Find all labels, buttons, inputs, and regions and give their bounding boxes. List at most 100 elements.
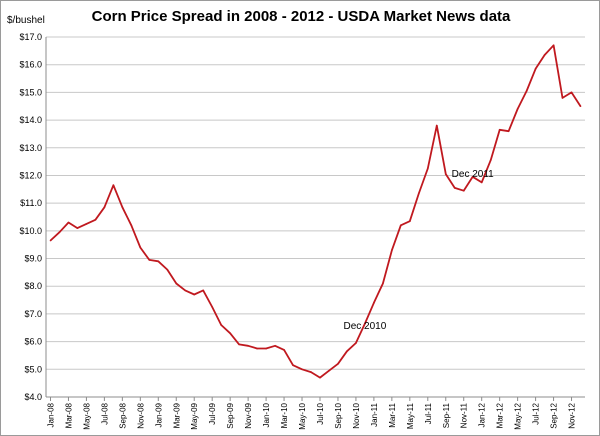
x-tick-label: Jan-12 (478, 402, 487, 427)
x-tick-label: Sep-12 (550, 402, 559, 428)
x-tick-label: Nov-09 (244, 402, 253, 428)
x-tick-label: Sep-08 (118, 402, 127, 428)
series-group (49, 44, 582, 379)
data-point (121, 206, 124, 209)
x-tick-label: Jan-10 (262, 402, 271, 427)
x-tick-label: Mar-11 (388, 402, 397, 427)
x-tick-label: Sep-09 (226, 402, 235, 428)
x-tick-label: Mar-10 (280, 402, 289, 428)
data-point (346, 350, 348, 353)
data-point (67, 221, 70, 224)
x-tick-label: May-12 (514, 402, 523, 429)
y-axis-label: $/bushel (7, 15, 45, 26)
y-tick-label: $12.0 (19, 170, 42, 180)
annotation-label: Dec 2010 (344, 321, 387, 332)
data-point (58, 231, 61, 234)
y-tick-label: $4.0 (24, 392, 42, 402)
x-tick-label: Jul-09 (208, 402, 217, 424)
y-tick-label: $11.0 (20, 198, 42, 208)
data-point (525, 90, 528, 92)
data-point (94, 218, 97, 221)
data-point (570, 91, 573, 94)
data-point (355, 342, 357, 344)
data-point (391, 249, 393, 252)
data-point (229, 332, 231, 335)
data-point (543, 54, 546, 56)
data-point (157, 260, 160, 263)
data-point (211, 306, 213, 308)
data-point (498, 128, 501, 131)
data-point (516, 108, 519, 110)
y-tick-label: $8.0 (24, 281, 42, 291)
data-point (274, 344, 276, 347)
y-tick-labels: $4.0 $5.0 $6.0 $7.0 $8.0 $9.0 $10.0 $11.0 $12.0 $… (19, 32, 42, 402)
data-point (507, 130, 510, 132)
y-tick-label: $13.0 (19, 143, 42, 153)
data-point (471, 176, 474, 178)
data-point (435, 124, 438, 127)
y-tick-label: $15.0 (19, 87, 42, 97)
x-tick-label: May-08 (82, 402, 91, 429)
data-point (166, 268, 169, 271)
y-tick-label: $14.0 (19, 115, 42, 125)
x-tick-label: Jul-12 (532, 402, 541, 424)
data-point (85, 223, 88, 225)
x-tick-label: Mar-08 (64, 402, 73, 428)
data-point (130, 224, 133, 227)
data-point (400, 224, 402, 227)
data-point (426, 167, 429, 170)
y-tick-label: $6.0 (24, 337, 42, 347)
x-tick-label: Jan-08 (46, 402, 55, 427)
x-tick-label: Mar-12 (496, 402, 505, 428)
y-tick-label: $17.0 (19, 32, 42, 42)
x-tick-label: May-10 (298, 402, 307, 429)
x-tick-labels: Jan-08 Mar-08 May-08 Jul-08 Sep-08 Nov-08 Jan-… (46, 402, 576, 429)
data-point (148, 259, 151, 261)
x-tick-label: Jul-11 (424, 402, 433, 424)
data-point (444, 173, 447, 175)
y-tick-label: $10.0 (19, 226, 42, 236)
data-point (49, 239, 52, 242)
x-tick-label: Nov-10 (352, 402, 361, 428)
data-point (310, 371, 312, 373)
data-point (552, 44, 555, 47)
data-point (534, 68, 537, 70)
data-point (112, 184, 115, 186)
data-point (301, 368, 303, 371)
y-tick-label: $9.0 (24, 254, 42, 264)
x-tick-label: Jan-11 (370, 402, 379, 426)
data-point (364, 322, 366, 325)
data-point (238, 343, 240, 346)
x-tick-label: Sep-10 (334, 402, 343, 428)
x-tick-label: Jul-08 (100, 402, 109, 424)
data-point (579, 105, 582, 108)
x-tick-label: Nov-11 (460, 402, 469, 428)
data-point (409, 220, 411, 222)
data-point (292, 364, 294, 366)
data-point (184, 289, 187, 292)
chart-title: Corn Price Spread in 2008 - 2012 - USDA … (92, 8, 511, 25)
data-point (283, 349, 285, 351)
data-point (561, 97, 564, 99)
data-point (418, 192, 420, 195)
y-tick-label: $5.0 (24, 364, 42, 374)
data-point (373, 302, 375, 304)
axes (45, 37, 585, 401)
x-tick-label: Nov-12 (568, 402, 577, 428)
data-point (265, 347, 267, 350)
x-tick-label: Mar-09 (172, 402, 181, 428)
data-point (453, 187, 456, 189)
data-point (480, 181, 483, 184)
annotations: Dec 2010 Dec 2011 (344, 169, 495, 332)
data-point (328, 369, 330, 372)
y-tick-label: $7.0 (24, 309, 42, 319)
annotation-label: Dec 2011 (452, 169, 495, 180)
data-point (76, 227, 79, 229)
x-tick-label: Jul-10 (316, 402, 325, 424)
data-point (382, 282, 384, 285)
data-point (202, 289, 205, 292)
data-point (247, 344, 249, 347)
x-tick-label: May-11 (406, 402, 415, 429)
y-tick-label: $16.0 (19, 60, 42, 70)
